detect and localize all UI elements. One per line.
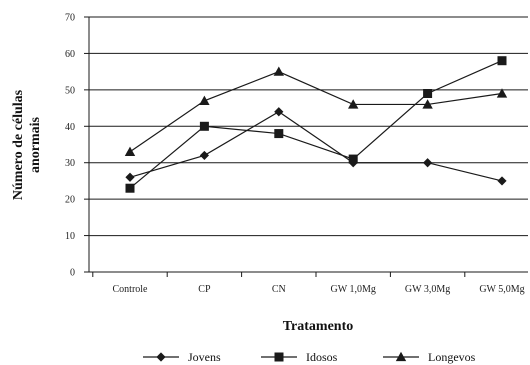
- series-group: [124, 56, 508, 193]
- data-point-square: [274, 129, 284, 139]
- series-idosos: [125, 56, 507, 193]
- x-tick-label: GW 1,0Mg: [331, 284, 376, 295]
- legend-item-jovens: Jovens: [143, 350, 221, 364]
- x-axis-label: Tratamento: [283, 319, 354, 334]
- y-tick-labels: 0 10 20 30 40 50 60 70: [65, 13, 75, 279]
- data-point-square: [348, 154, 358, 164]
- legend-marker-square: [274, 352, 284, 362]
- y-tick-label: 60: [65, 49, 75, 60]
- x-tick-label: GW 3,0Mg: [405, 284, 450, 295]
- data-point-diamond: [497, 176, 507, 186]
- x-tick-label: CN: [272, 284, 286, 295]
- data-point-square: [199, 121, 209, 131]
- y-tick-label: 40: [65, 122, 75, 133]
- data-point-square: [423, 89, 433, 98]
- series-line: [129, 70, 503, 153]
- data-point-triangle: [124, 146, 136, 156]
- legend-label: Idosos: [306, 350, 338, 364]
- y-tick-label: 20: [65, 195, 75, 206]
- y-axis-label-line-2: anormais: [28, 116, 43, 173]
- data-point-triangle: [199, 95, 210, 105]
- data-point-diamond: [423, 158, 433, 168]
- data-point-diamond: [274, 107, 284, 117]
- y-tick-label: 30: [65, 158, 75, 169]
- y-tick-label: 0: [70, 268, 75, 279]
- data-point-triangle: [273, 66, 284, 76]
- legend-item-idosos: Idosos: [261, 350, 338, 364]
- y-tick-label: 70: [65, 13, 75, 24]
- data-point-triangle: [422, 99, 433, 109]
- x-tick-label: CP: [198, 284, 211, 295]
- y-axis-label-line-1: Número de células: [11, 89, 26, 200]
- x-tick-label: Controle: [113, 284, 149, 295]
- legend-marker-triangle: [395, 351, 407, 362]
- data-point-diamond: [199, 150, 209, 161]
- series-line: [129, 60, 503, 189]
- series-longevos: [124, 66, 508, 156]
- x-tick-labels: Controle CP CN GW 1,0Mg GW 3,0Mg GW 5,0Mg: [113, 284, 525, 295]
- x-tick-label: GW 5,0Mg: [479, 284, 524, 295]
- legend: Jovens Idosos Longevos: [143, 350, 476, 364]
- data-point-square: [125, 183, 135, 193]
- gridlines: [89, 16, 528, 237]
- data-point-square: [497, 56, 507, 66]
- series-line: [129, 111, 503, 182]
- axes: [84, 16, 528, 277]
- legend-label: Longevos: [428, 350, 476, 364]
- data-point-triangle: [348, 99, 359, 109]
- data-point-triangle: [496, 88, 508, 98]
- legend-marker-diamond: [156, 352, 166, 362]
- data-point-diamond: [125, 172, 135, 182]
- legend-label: Jovens: [188, 350, 221, 364]
- legend-item-longevos: Longevos: [383, 350, 476, 364]
- y-tick-label: 50: [65, 85, 75, 96]
- y-tick-label: 10: [65, 231, 75, 242]
